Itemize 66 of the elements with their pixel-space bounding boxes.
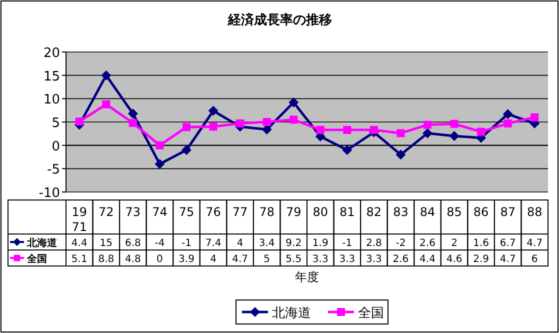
data-label: 6 xyxy=(531,254,538,265)
legend: 北海道 全国 xyxy=(236,300,388,324)
x-tick-label: 80 xyxy=(312,205,328,219)
data-label: 2.8 xyxy=(366,238,382,249)
x-tick-label: 79 xyxy=(286,205,302,219)
data-label: 4.7 xyxy=(526,238,543,249)
data-label: 4 xyxy=(210,254,216,265)
legend-label: 全国 xyxy=(26,253,47,265)
data-label: 5.5 xyxy=(286,254,302,265)
data-label: 6.7 xyxy=(500,238,516,249)
data-label: 3.4 xyxy=(258,238,275,249)
data-label: -1 xyxy=(182,238,192,249)
data-label: 3.9 xyxy=(178,254,194,265)
data-label: 3.3 xyxy=(339,254,356,265)
data-label: 2.9 xyxy=(473,254,490,265)
data-label: 8.8 xyxy=(98,254,114,265)
data-label: 4.6 xyxy=(446,254,462,265)
data-label: 15 xyxy=(100,238,113,249)
data-label: 1.6 xyxy=(473,238,490,249)
x-tick-label: 1971 xyxy=(72,205,88,234)
legend-label: 北海道 xyxy=(26,237,58,249)
data-label: 5.1 xyxy=(71,254,88,265)
x-tick-label: 77 xyxy=(232,205,248,219)
x-tick-label: 74 xyxy=(152,205,168,219)
x-tick-label: 84 xyxy=(420,205,436,219)
chart-title: 経済成長率の推移 xyxy=(227,12,332,28)
y-tick-label: 5 xyxy=(52,116,60,131)
y-tick-label: -5 xyxy=(47,162,60,178)
x-tick-label: 73 xyxy=(125,205,141,219)
data-label: -4 xyxy=(154,238,165,249)
data-label: 4.4 xyxy=(71,238,88,249)
data-label: -1 xyxy=(342,238,352,249)
x-tick-label: 76 xyxy=(206,205,221,219)
y-tick-label: 15 xyxy=(43,69,60,84)
x-tick-label: 83 xyxy=(393,205,408,219)
data-label: 7.4 xyxy=(205,238,222,249)
x-axis-title: 年度 xyxy=(295,270,319,284)
data-label: 4.8 xyxy=(124,254,141,265)
x-tick-label: 78 xyxy=(259,205,274,219)
x-tick-label: 85 xyxy=(446,205,462,219)
data-label: 0 xyxy=(156,254,163,265)
data-label: -2 xyxy=(396,238,406,249)
x-tick-label: 86 xyxy=(473,205,489,219)
y-tick-label: 10 xyxy=(43,92,60,108)
data-label: 4 xyxy=(236,238,244,249)
y-tick-label: 20 xyxy=(43,46,60,61)
x-tick-label: 81 xyxy=(340,205,355,219)
x-tick-label: 72 xyxy=(98,205,114,219)
y-tick-label: 0 xyxy=(52,139,60,154)
data-label: 4.7 xyxy=(232,254,248,265)
x-tick-label: 88 xyxy=(526,205,542,219)
data-label: 2.6 xyxy=(420,238,436,249)
x-tick-label: 82 xyxy=(366,205,382,219)
x-tick-label: 75 xyxy=(178,205,194,219)
y-tick-label: -10 xyxy=(38,186,60,201)
data-label: 1.9 xyxy=(312,238,328,249)
data-label: 3.3 xyxy=(366,254,382,265)
data-label: 2.6 xyxy=(392,254,409,265)
data-label: 2 xyxy=(451,238,458,249)
data-label: 6.8 xyxy=(124,238,141,249)
data-label: 4.7 xyxy=(500,254,516,265)
data-label: 4.4 xyxy=(420,254,436,265)
data-label: 5 xyxy=(264,254,270,265)
x-tick-label: 87 xyxy=(500,205,516,219)
data-label: 9.2 xyxy=(286,238,302,249)
data-label: 3.3 xyxy=(312,254,328,265)
